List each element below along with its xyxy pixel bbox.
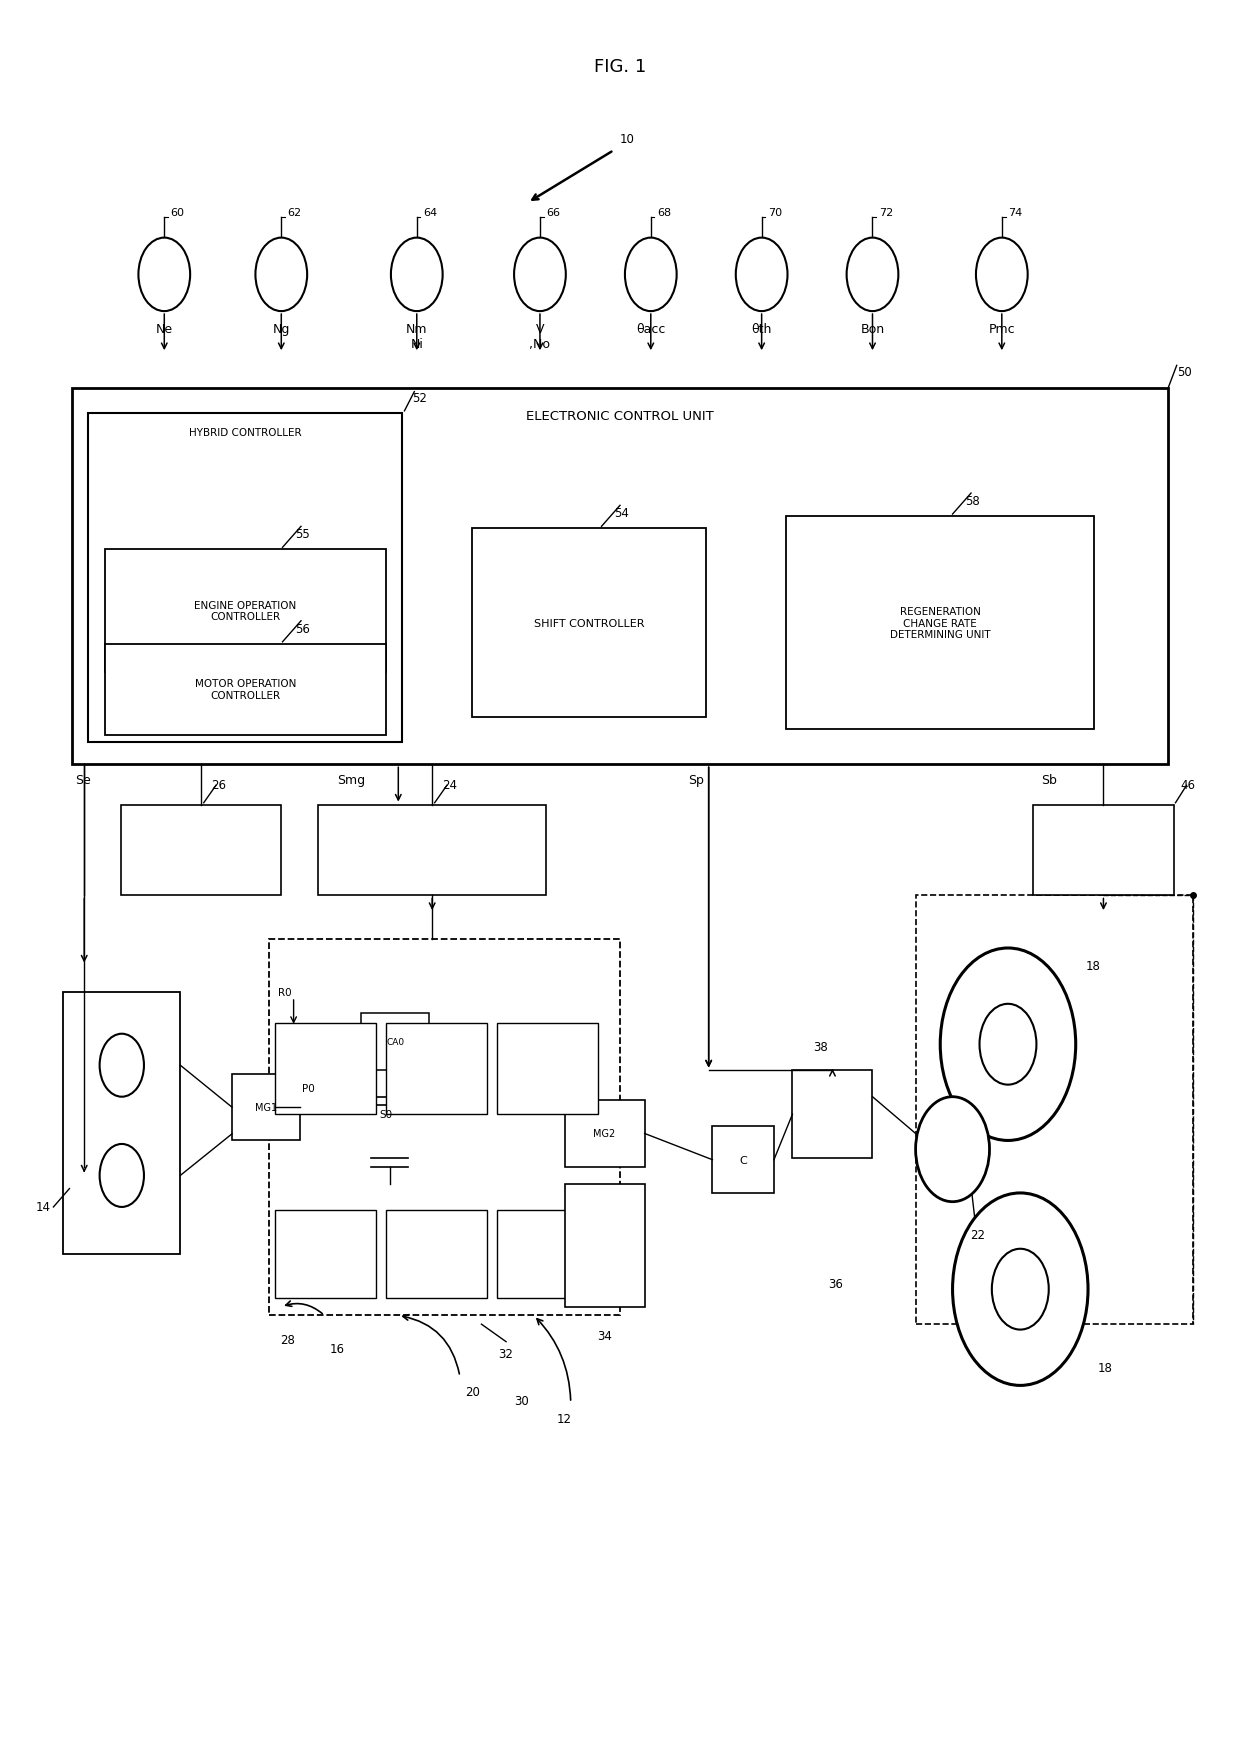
Text: 18: 18 — [1097, 1362, 1112, 1374]
Text: Ng: Ng — [273, 323, 290, 336]
Text: 20: 20 — [465, 1386, 480, 1399]
Text: SHIFT CONTROLLER: SHIFT CONTROLLER — [534, 618, 645, 629]
Text: 14: 14 — [36, 1200, 51, 1214]
Text: S0: S0 — [379, 1110, 393, 1119]
Bar — [72, 388, 1168, 764]
Text: REGENERATION
CHANGE RATE
DETERMINING UNIT: REGENERATION CHANGE RATE DETERMINING UNI… — [890, 606, 991, 640]
Text: FIG. 1: FIG. 1 — [594, 58, 646, 76]
Text: MG1: MG1 — [255, 1103, 277, 1112]
Bar — [386, 1211, 487, 1298]
Text: 12: 12 — [557, 1413, 572, 1425]
Text: Se: Se — [76, 773, 92, 787]
Circle shape — [847, 239, 898, 313]
Text: MG2: MG2 — [594, 1128, 616, 1139]
Circle shape — [980, 1005, 1037, 1086]
Circle shape — [255, 239, 308, 313]
Circle shape — [391, 239, 443, 313]
Bar — [497, 1024, 598, 1114]
Circle shape — [515, 239, 565, 313]
Text: θth: θth — [751, 323, 771, 336]
Text: 22: 22 — [970, 1228, 985, 1240]
Bar — [88, 413, 402, 741]
Text: 56: 56 — [295, 622, 310, 636]
Text: 30: 30 — [515, 1395, 528, 1407]
Bar — [564, 1184, 645, 1307]
Text: Ne: Ne — [156, 323, 172, 336]
Text: 38: 38 — [812, 1040, 827, 1054]
Text: CA0: CA0 — [386, 1037, 404, 1047]
Circle shape — [952, 1193, 1087, 1386]
Text: 50: 50 — [1177, 365, 1192, 378]
Text: 62: 62 — [288, 207, 301, 218]
Text: Bon: Bon — [861, 323, 884, 336]
Text: 55: 55 — [295, 529, 310, 541]
Text: 34: 34 — [598, 1330, 613, 1342]
Bar — [269, 940, 620, 1316]
Text: 72: 72 — [879, 207, 893, 218]
Text: Smg: Smg — [337, 773, 365, 787]
Text: 10: 10 — [620, 134, 635, 146]
Text: 16: 16 — [329, 1342, 345, 1355]
Text: 74: 74 — [1008, 207, 1022, 218]
Text: Sb: Sb — [1042, 773, 1058, 787]
Text: 32: 32 — [498, 1348, 513, 1360]
Text: 46: 46 — [1180, 778, 1195, 791]
Circle shape — [99, 1035, 144, 1096]
Circle shape — [99, 1144, 144, 1207]
Text: MOTOR OPERATION
CONTROLLER: MOTOR OPERATION CONTROLLER — [195, 678, 296, 701]
Text: Sp: Sp — [688, 773, 703, 787]
Text: 64: 64 — [423, 207, 436, 218]
Text: 52: 52 — [412, 392, 427, 404]
Bar — [386, 1024, 487, 1114]
Bar — [232, 1074, 300, 1140]
Text: ELECTRONIC CONTROL UNIT: ELECTRONIC CONTROL UNIT — [526, 409, 714, 423]
Text: 26: 26 — [211, 778, 226, 791]
Text: V
,No: V ,No — [529, 323, 551, 350]
Bar — [792, 1070, 873, 1158]
Bar — [1033, 805, 1174, 896]
Circle shape — [735, 239, 787, 313]
Text: 28: 28 — [280, 1334, 295, 1346]
Text: R0: R0 — [278, 987, 291, 998]
Bar — [105, 645, 386, 734]
Circle shape — [915, 1096, 990, 1202]
Bar — [105, 550, 386, 673]
Text: 18: 18 — [1085, 959, 1100, 972]
Text: 70: 70 — [768, 207, 782, 218]
Text: Pmc: Pmc — [988, 323, 1016, 336]
Bar — [275, 1024, 376, 1114]
Text: θacc: θacc — [636, 323, 666, 336]
Bar — [361, 1014, 429, 1070]
Text: C: C — [739, 1154, 746, 1165]
Text: 36: 36 — [828, 1277, 843, 1291]
Bar — [122, 805, 281, 896]
Bar — [712, 1126, 774, 1193]
Text: HYBRID CONTROLLER: HYBRID CONTROLLER — [188, 427, 301, 437]
Bar — [63, 993, 180, 1254]
Text: ENGINE OPERATION
CONTROLLER: ENGINE OPERATION CONTROLLER — [195, 601, 296, 622]
Bar — [275, 1211, 376, 1298]
Text: P0: P0 — [303, 1084, 315, 1093]
Circle shape — [992, 1249, 1049, 1330]
Text: 54: 54 — [614, 508, 629, 520]
Bar — [319, 805, 546, 896]
Text: 24: 24 — [441, 778, 458, 791]
Circle shape — [625, 239, 677, 313]
Circle shape — [976, 239, 1028, 313]
Bar — [915, 896, 1193, 1325]
Bar — [497, 1211, 598, 1298]
Bar — [564, 1100, 645, 1167]
Text: 58: 58 — [965, 495, 980, 508]
Bar — [786, 517, 1094, 729]
Text: 60: 60 — [170, 207, 185, 218]
Text: Nm
Ni: Nm Ni — [405, 323, 428, 350]
Text: 68: 68 — [657, 207, 671, 218]
Text: 66: 66 — [546, 207, 560, 218]
Circle shape — [139, 239, 190, 313]
Circle shape — [940, 949, 1076, 1140]
Bar — [472, 529, 707, 717]
